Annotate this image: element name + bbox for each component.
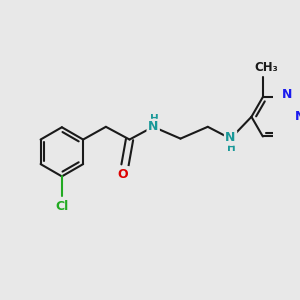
Text: H: H — [150, 114, 158, 124]
Text: N: N — [295, 110, 300, 123]
Text: H: H — [227, 143, 236, 153]
Text: CH₃: CH₃ — [255, 61, 278, 74]
Text: N: N — [225, 131, 236, 144]
Text: Cl: Cl — [55, 200, 68, 213]
Text: O: O — [118, 168, 128, 181]
Text: N: N — [148, 120, 158, 133]
Text: N: N — [282, 88, 292, 101]
